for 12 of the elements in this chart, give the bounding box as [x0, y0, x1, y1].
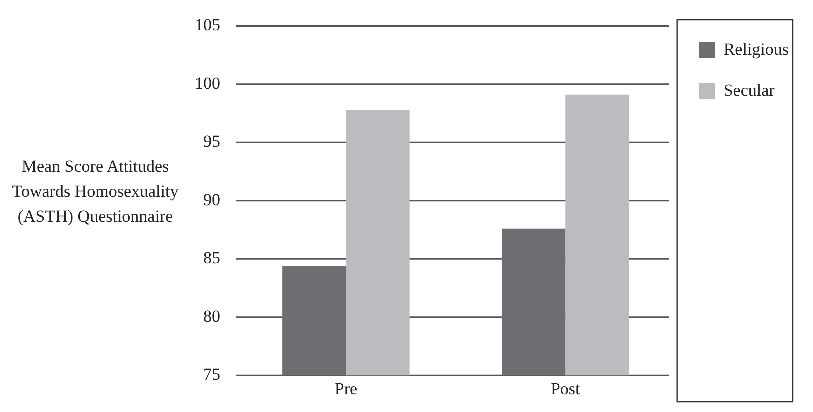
y-tick-label: 105	[195, 16, 220, 35]
y-tick-label: 95	[204, 132, 220, 152]
y-tick-label: 75	[204, 365, 220, 384]
x-tick-label: Pre	[334, 379, 358, 398]
y-tick-label: 90	[204, 190, 220, 210]
y-tick-label: 100	[195, 74, 220, 93]
legend-label: Religious	[724, 40, 789, 59]
y-tick-label: 85	[204, 248, 220, 268]
x-tick-label: Post	[550, 379, 581, 398]
legend-label: Secular	[724, 80, 776, 100]
y-axis-title: Mean Score Attitudes Towards Homosexuality (ASTH) Questionnaire	[11, 156, 180, 228]
y-tick-label: 80	[204, 306, 220, 326]
